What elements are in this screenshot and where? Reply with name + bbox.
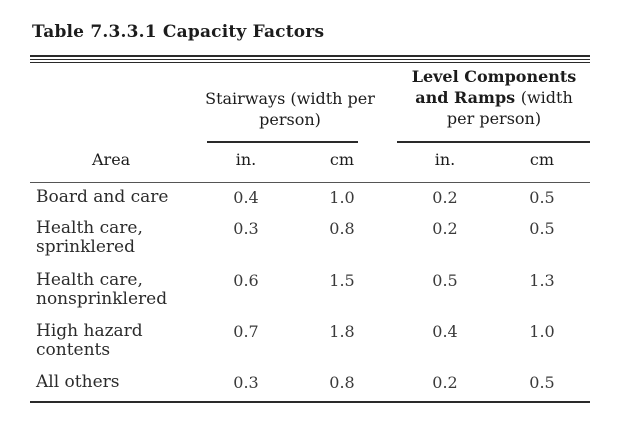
unit-stairs-in: in. [235,150,257,169]
area-line1: All others [36,372,120,392]
value-cell: 0.4 [432,322,458,341]
area-cell: Health care, nonsprinklered [36,271,206,309]
area-line1: Health care, [36,218,143,238]
level-header-line2-plain: (width [520,88,573,107]
table-caption: Table 7.3.3.1 Capacity Factors [32,22,325,42]
top-rule-thin [30,59,590,60]
value-cell: 1.0 [529,322,555,341]
value-cell: 0.6 [233,271,259,290]
area-line2: sprinklered [36,237,135,257]
area-cell: Health care, sprinklered [36,219,206,257]
value-cell: 0.8 [329,373,355,392]
value-cell: 1.8 [329,322,355,341]
header-divider [30,182,590,183]
area-line1: High hazard [36,321,143,341]
level-underline [397,141,590,143]
area-cell: Board and care [36,188,206,207]
bottom-rule [30,401,590,403]
value-cell: 0.3 [233,219,259,238]
stairways-underline [207,141,358,143]
level-header-line1: Level Components [411,67,577,86]
value-cell: 0.4 [233,188,259,207]
value-cell: 0.8 [329,219,355,238]
area-line1: Health care, [36,270,143,290]
area-line1: Board and care [36,187,169,207]
value-cell: 1.0 [329,188,355,207]
value-cell: 1.5 [329,271,355,290]
top-rule-thin-2 [30,62,590,63]
level-components-header: Level Components and Ramps (width per pe… [398,66,590,129]
area-line2: contents [36,340,111,360]
value-cell: 0.2 [432,219,458,238]
stairways-header-label: Stairways (width per person) [205,89,375,129]
value-cell: 0.5 [529,188,555,207]
unit-stairs-cm: cm [329,150,355,169]
top-rule [30,55,590,57]
value-cell: 1.3 [529,271,555,290]
area-header: Area [92,150,131,169]
value-cell: 0.5 [529,373,555,392]
value-cell: 0.5 [529,219,555,238]
stairways-header: Stairways (width per person) [205,88,375,130]
value-cell: 0.2 [432,188,458,207]
area-cell: All others [36,373,206,392]
area-cell: High hazard contents [36,322,206,360]
value-cell: 0.5 [432,271,458,290]
value-cell: 0.7 [233,322,259,341]
level-header-line2: and Ramps (width [398,87,590,108]
level-header-line3: per person) [446,109,542,128]
value-cell: 0.3 [233,373,259,392]
area-line2: nonsprinklered [36,289,168,309]
unit-level-cm: cm [529,150,555,169]
value-cell: 0.2 [432,373,458,392]
level-header-line2-bold: and Ramps [415,88,516,107]
unit-level-in: in. [434,150,456,169]
